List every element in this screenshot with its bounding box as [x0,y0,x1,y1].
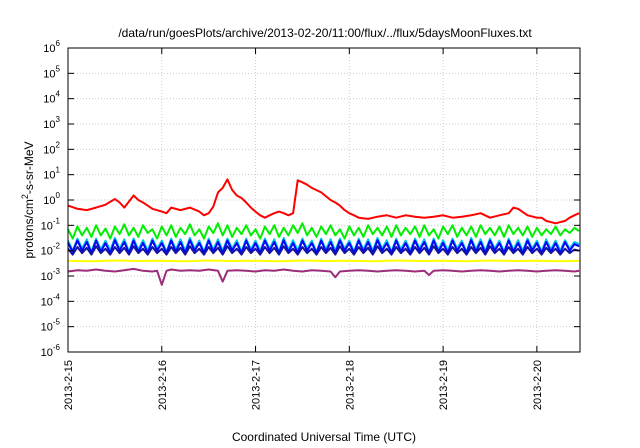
x-axis-label: Coordinated Universal Time (UTC) [232,430,416,444]
y-axis-ticks: 10-610-510-410-310-210-11001011021031041… [41,39,580,359]
x-tick-label: 2013-2-15 [63,360,75,410]
y-tick-base: 10 [41,220,53,232]
series-line-2 [67,222,580,240]
series-line-7 [67,267,580,286]
y-tick-label: 10-4 [41,292,61,308]
y-tick-exponent: 6 [56,39,61,48]
y-tick-label: 104 [43,90,60,106]
series-layer [67,178,580,286]
y-tick-base: 10 [43,170,55,182]
series-line-5 [67,245,580,256]
y-tick-exponent: 3 [56,115,61,124]
x-tick-label: 2013-2-20 [532,360,544,410]
y-tick-base: 10 [43,94,55,106]
y-tick-exponent: -1 [53,216,61,225]
y-tick-base: 10 [41,246,53,258]
x-tick-label: 2013-2-16 [157,360,169,410]
x-axis-ticks: 2013-2-15 2013-2-16 2013-2-17 2013-2-18 2013… [63,48,544,410]
y-label-prefix: protons/cm [22,199,36,258]
y-tick-base: 10 [41,296,53,308]
y-tick-exponent: -6 [53,343,61,352]
y-tick-base: 10 [43,43,55,55]
y-tick-exponent: 5 [56,64,61,73]
series-line-1 [67,178,580,225]
y-tick-label: 106 [43,39,60,55]
x-tick-label: 2013-2-17 [251,360,263,410]
y-tick-label: 10-5 [41,318,61,334]
y-axis-label: protons/cm2-s-sr-MeV [20,141,36,258]
y-tick-exponent: 2 [56,140,61,149]
series-line-4 [67,239,580,255]
x-tick-label: 2013-2-18 [344,360,356,410]
y-tick-label: 105 [43,64,60,80]
y-tick-label: 100 [43,191,60,207]
y-tick-exponent: 1 [56,166,61,175]
y-tick-exponent: 0 [56,191,61,200]
y-label-suffix: -s-sr-MeV [22,141,36,194]
y-tick-exponent: 4 [56,90,61,99]
y-tick-base: 10 [41,347,53,359]
y-tick-base: 10 [43,195,55,207]
y-label-sup: 2 [20,194,30,199]
y-tick-label: 101 [43,166,60,182]
y-tick-base: 10 [41,322,53,334]
y-tick-label: 10-3 [41,267,61,283]
y-tick-exponent: -3 [53,267,61,276]
y-tick-base: 10 [43,119,55,131]
y-tick-exponent: -2 [53,242,61,251]
chart-title: /data/run/goesPlots/archive/2013-02-20/1… [118,26,532,40]
y-tick-base: 10 [41,271,53,283]
grid [68,48,580,352]
y-tick-label: 10-6 [41,343,61,359]
y-tick-exponent: -5 [53,318,61,327]
y-tick-label: 102 [43,140,60,156]
series-line-6 [67,259,580,263]
y-tick-label: 10-2 [41,242,61,258]
y-tick-label: 103 [43,115,60,131]
x-tick-label: 2013-2-19 [438,360,450,410]
y-tick-label: 10-1 [41,216,61,232]
y-tick-exponent: -4 [53,292,61,301]
y-tick-base: 10 [43,144,55,156]
y-tick-base: 10 [43,68,55,80]
